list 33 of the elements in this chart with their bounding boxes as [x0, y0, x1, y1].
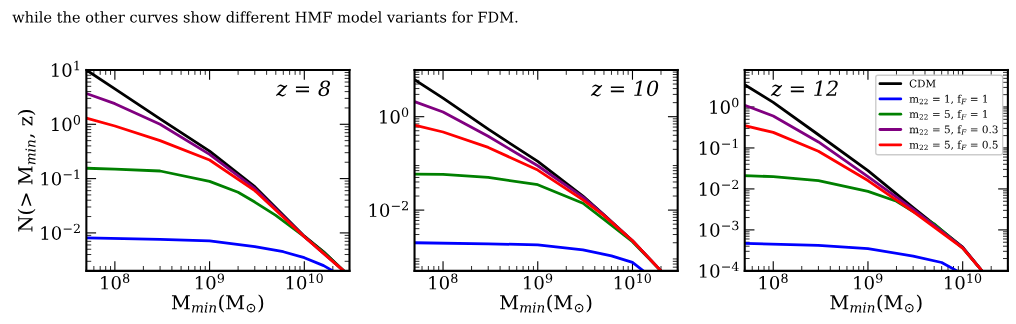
text: while the other curves show different HMF model variants for FDM.: [12, 11, 518, 23]
y-tick-label: 10$^{−1}$: [41, 169, 80, 186]
y-axis-title: N(> M$_{min}$, z): [17, 110, 36, 232]
x-tick-label: 10$^{8}$: [101, 273, 130, 290]
legend-label: m$_{22}$ = 1, f$_{F}$ = 1: [909, 94, 988, 105]
x-tick-label: 10$^{9}$: [854, 273, 883, 290]
x-axis-title: M$_{min}$(M$_{⊙}$): [500, 294, 592, 313]
y-tick-label: 10$^{−1}$: [699, 138, 738, 155]
y-tick-label: 10$^{−2}$: [699, 179, 739, 196]
x-tick-label: 10$^{8}$: [429, 273, 458, 290]
y-tick-label: 10$^{1}$: [51, 60, 80, 77]
x-tick-label: 10$^{10}$: [614, 273, 651, 290]
x-tick-label: 10$^{10}$: [286, 273, 323, 290]
y-tick-label: 10$^{−2}$: [41, 223, 80, 240]
y-tick-label: 10$^{−4}$: [699, 261, 739, 278]
x-axis-title: M$_{min}$(M$_{⊙}$): [830, 294, 922, 313]
y-tick-label: 10$^{0}$: [710, 97, 739, 114]
x-tick-label: 10$^{10}$: [945, 273, 982, 290]
x-tick-label: 10$^{9}$: [195, 273, 225, 290]
y-tick-label: 10$^{−2}$: [369, 200, 408, 218]
legend-label: CDM: [909, 79, 936, 88]
annotation: z = 10: [590, 80, 659, 97]
y-tick-label: 10$^{0}$: [380, 107, 409, 124]
annotation: z = 12: [770, 80, 838, 97]
x-tick-label: 10$^{8}$: [759, 273, 788, 290]
x-tick-label: 10$^{9}$: [524, 273, 553, 290]
legend-label: m$_{22}$ = 5, f$_{F}$ = 0.3: [909, 125, 998, 135]
y-tick-label: 10$^{−3}$: [699, 220, 739, 237]
y-tick-label: 10$^{0}$: [51, 115, 81, 132]
legend-label: m$_{22}$ = 5, f$_{F}$ = 1: [909, 109, 988, 120]
legend-label: m$_{22}$ = 5, f$_{F}$ = 0.5: [909, 140, 998, 151]
x-axis-title: M$_{min}$(M$_{⊙}$): [171, 294, 264, 313]
annotation: z = 8: [275, 80, 331, 97]
